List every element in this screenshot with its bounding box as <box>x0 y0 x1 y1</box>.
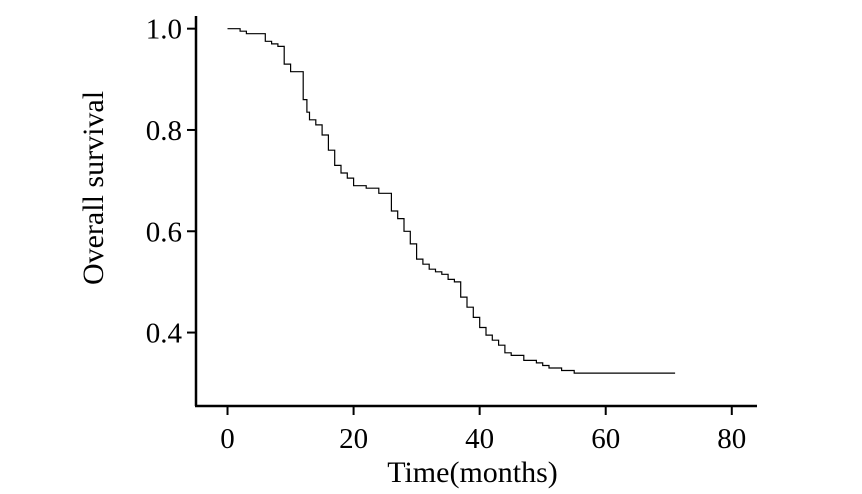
y-tick-label: 1.0 <box>146 14 182 46</box>
x-tick-label: 0 <box>220 423 235 455</box>
survival-curve <box>227 28 676 374</box>
axes: 0 20 40 60 80 0.4 0.6 0.8 1.0 <box>146 14 757 455</box>
x-tick-label: 40 <box>465 423 494 455</box>
x-tick-label: 80 <box>717 423 746 455</box>
y-axis-title: Overall survival <box>77 91 110 285</box>
y-tick-label: 0.4 <box>146 318 183 350</box>
x-axis-title: Time(months) <box>387 456 558 489</box>
plot-area <box>227 28 676 374</box>
x-tick-label: 60 <box>591 423 620 455</box>
y-tick-label: 0.6 <box>146 216 182 248</box>
y-tick-label: 0.8 <box>146 115 182 147</box>
x-tick-label: 20 <box>339 423 368 455</box>
